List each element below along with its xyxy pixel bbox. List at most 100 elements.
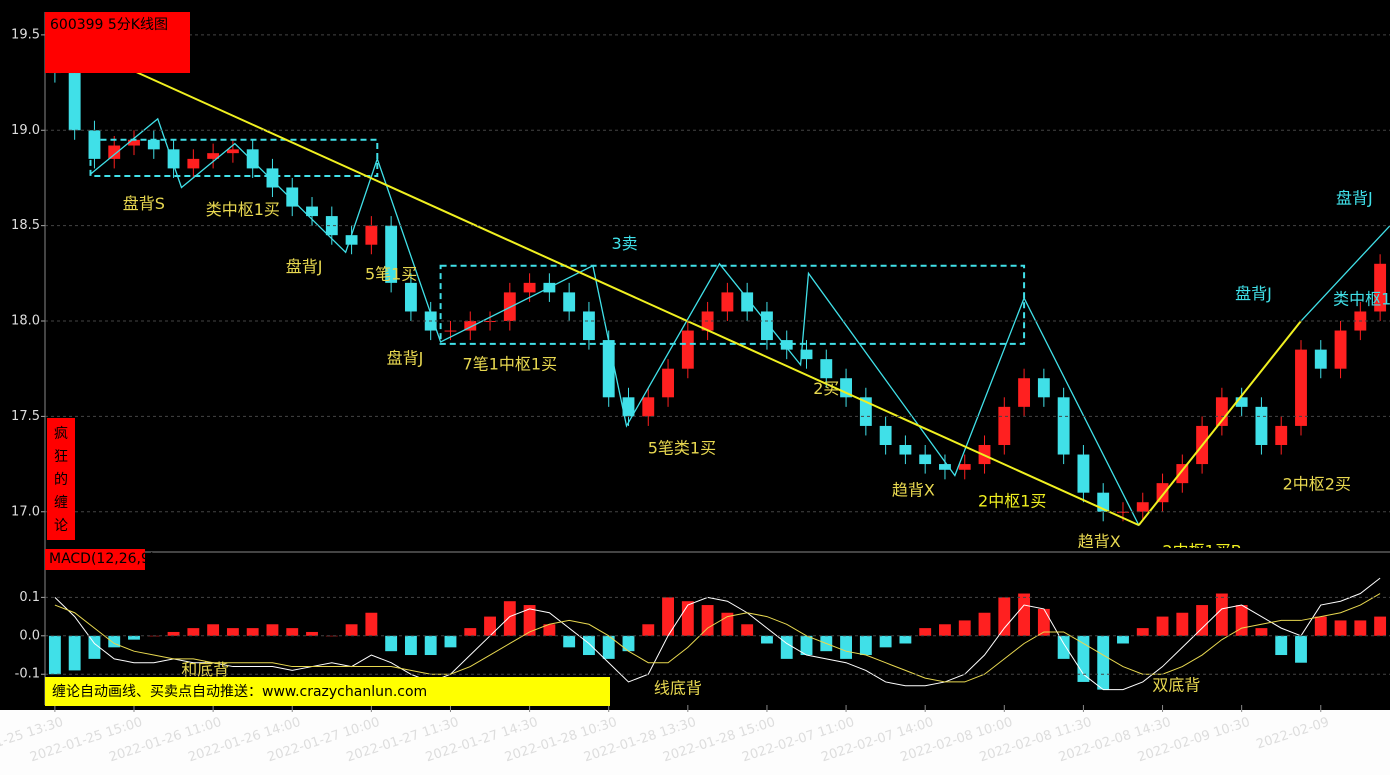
macd-bar bbox=[167, 631, 180, 636]
macd-bar bbox=[345, 624, 358, 636]
macd-bar bbox=[444, 635, 457, 648]
y-tick-label: 17.5 bbox=[11, 409, 40, 424]
candle-body bbox=[1295, 349, 1307, 426]
macd-bar bbox=[563, 635, 576, 648]
candle-body bbox=[1136, 502, 1149, 512]
annotation: 趋背X bbox=[1078, 532, 1121, 551]
annotation: 3卖 bbox=[611, 234, 637, 253]
annotation: 5笔1买 bbox=[365, 265, 417, 284]
candle-body bbox=[761, 311, 773, 341]
annotation: 5笔类1买 bbox=[648, 438, 716, 457]
macd-bar bbox=[187, 628, 200, 636]
candle-body bbox=[780, 340, 793, 350]
macd-bar bbox=[602, 635, 615, 659]
candle-body bbox=[345, 235, 358, 245]
candle-body bbox=[899, 444, 912, 455]
annotation: 2中枢1买 bbox=[978, 492, 1046, 511]
annotation: 线底背 bbox=[654, 678, 702, 697]
candle-body bbox=[958, 464, 971, 470]
pivot-box bbox=[439, 264, 1026, 345]
candle-body bbox=[325, 216, 338, 236]
macd-bar bbox=[879, 635, 892, 648]
candle-body bbox=[800, 349, 813, 360]
annotation: 2中枢1买B bbox=[1162, 541, 1241, 560]
chart-title: 600399 5分K线图 bbox=[50, 17, 168, 33]
macd-bar bbox=[840, 635, 852, 659]
macd-bar bbox=[365, 612, 378, 636]
macd-bar bbox=[1018, 593, 1031, 636]
candle-body bbox=[859, 397, 872, 426]
macd-bar bbox=[503, 601, 516, 636]
macd-bar bbox=[1354, 620, 1367, 636]
macd-bar bbox=[68, 635, 81, 671]
candle-body bbox=[404, 282, 417, 312]
candle-body bbox=[919, 454, 932, 465]
macd-label-box bbox=[45, 549, 145, 570]
candle-body bbox=[365, 225, 378, 245]
macd-bar bbox=[1117, 635, 1129, 644]
annotation: 7笔1中枢1买 bbox=[463, 354, 558, 373]
candle-body bbox=[998, 406, 1011, 445]
candle-body bbox=[1037, 378, 1050, 398]
candle-body bbox=[642, 397, 655, 417]
macd-bar bbox=[523, 605, 536, 636]
candle-body bbox=[385, 225, 398, 283]
candle-body bbox=[840, 378, 852, 398]
candle-body bbox=[286, 187, 299, 207]
candle-body bbox=[1077, 454, 1090, 493]
candle-body bbox=[207, 153, 220, 159]
annotation: 类中枢1买 bbox=[206, 200, 280, 219]
banner-box bbox=[45, 677, 610, 706]
macd-bar bbox=[1215, 593, 1228, 636]
stroke-line bbox=[90, 117, 1390, 527]
macd-bar bbox=[978, 612, 991, 636]
macd-bar bbox=[1156, 616, 1169, 636]
macd-bar bbox=[286, 628, 299, 636]
macd-bar bbox=[1077, 635, 1090, 682]
macd-bar bbox=[1374, 616, 1387, 636]
macd-bar bbox=[939, 624, 951, 636]
candle-body bbox=[1374, 263, 1387, 312]
x-axis-band bbox=[0, 710, 1390, 775]
macd-label: MACD(12,26,9) bbox=[49, 551, 155, 567]
annotation: 盘背S bbox=[123, 194, 165, 213]
macd-bar bbox=[899, 635, 912, 644]
annotation: 盘背J bbox=[286, 257, 323, 276]
candle-body bbox=[68, 73, 81, 131]
candle-body bbox=[563, 292, 576, 312]
macd-bar bbox=[128, 635, 140, 640]
candle-body bbox=[444, 330, 457, 332]
macd-bar bbox=[464, 628, 477, 636]
candle-body bbox=[1275, 425, 1288, 445]
candle-body bbox=[622, 397, 635, 417]
macd-bar bbox=[226, 628, 239, 636]
candle-body bbox=[939, 464, 951, 470]
trend-line bbox=[1138, 320, 1302, 526]
macd-bar bbox=[859, 635, 872, 656]
macd-bar bbox=[998, 597, 1011, 636]
side-label-box bbox=[47, 418, 75, 540]
macd-bar bbox=[1235, 605, 1248, 636]
y-tick-label: 18.5 bbox=[11, 218, 40, 233]
macd-bar bbox=[1057, 635, 1070, 659]
macd-bar bbox=[583, 635, 595, 656]
candle-body bbox=[1255, 406, 1268, 445]
macd-bar bbox=[761, 635, 773, 644]
macd-bar bbox=[385, 635, 398, 652]
candle-body bbox=[128, 139, 140, 146]
candle-body bbox=[1097, 492, 1110, 512]
candle-body bbox=[523, 282, 536, 293]
dif-line bbox=[54, 577, 1381, 691]
macd-bar bbox=[919, 628, 932, 636]
macd-bar bbox=[1136, 628, 1149, 636]
macd-bar bbox=[543, 624, 556, 636]
candle-body bbox=[266, 168, 279, 188]
annotation: 2中枢2买 bbox=[1283, 475, 1351, 494]
y-tick-label: 19.0 bbox=[11, 123, 40, 138]
macd-bar bbox=[266, 624, 279, 636]
title-box bbox=[45, 12, 190, 73]
y-tick-label: 18.0 bbox=[11, 314, 40, 329]
macd-bar bbox=[1334, 620, 1347, 636]
macd-bar bbox=[1037, 608, 1050, 636]
